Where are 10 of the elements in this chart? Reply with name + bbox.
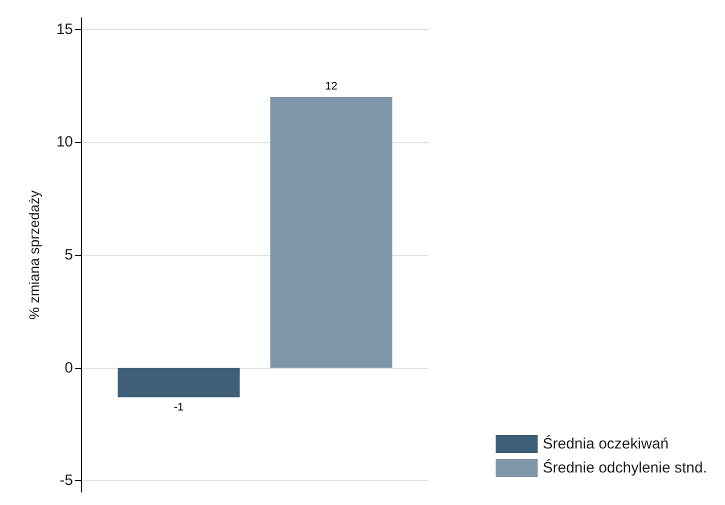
- y-tick-label: 15: [56, 20, 73, 38]
- legend-label: Średnie odchylenie stnd.: [542, 458, 708, 476]
- y-tick-label: 0: [64, 359, 73, 376]
- y-axis-title: % zmiana sprzedaży: [26, 190, 42, 320]
- y-tick-label: 5: [64, 246, 73, 264]
- data-label: -1: [174, 402, 184, 414]
- legend-label: Średnia oczekiwań: [542, 434, 669, 452]
- data-label: 12: [325, 80, 338, 92]
- y-tick-label: 10: [56, 134, 73, 151]
- y-tick-label: -5: [60, 472, 73, 490]
